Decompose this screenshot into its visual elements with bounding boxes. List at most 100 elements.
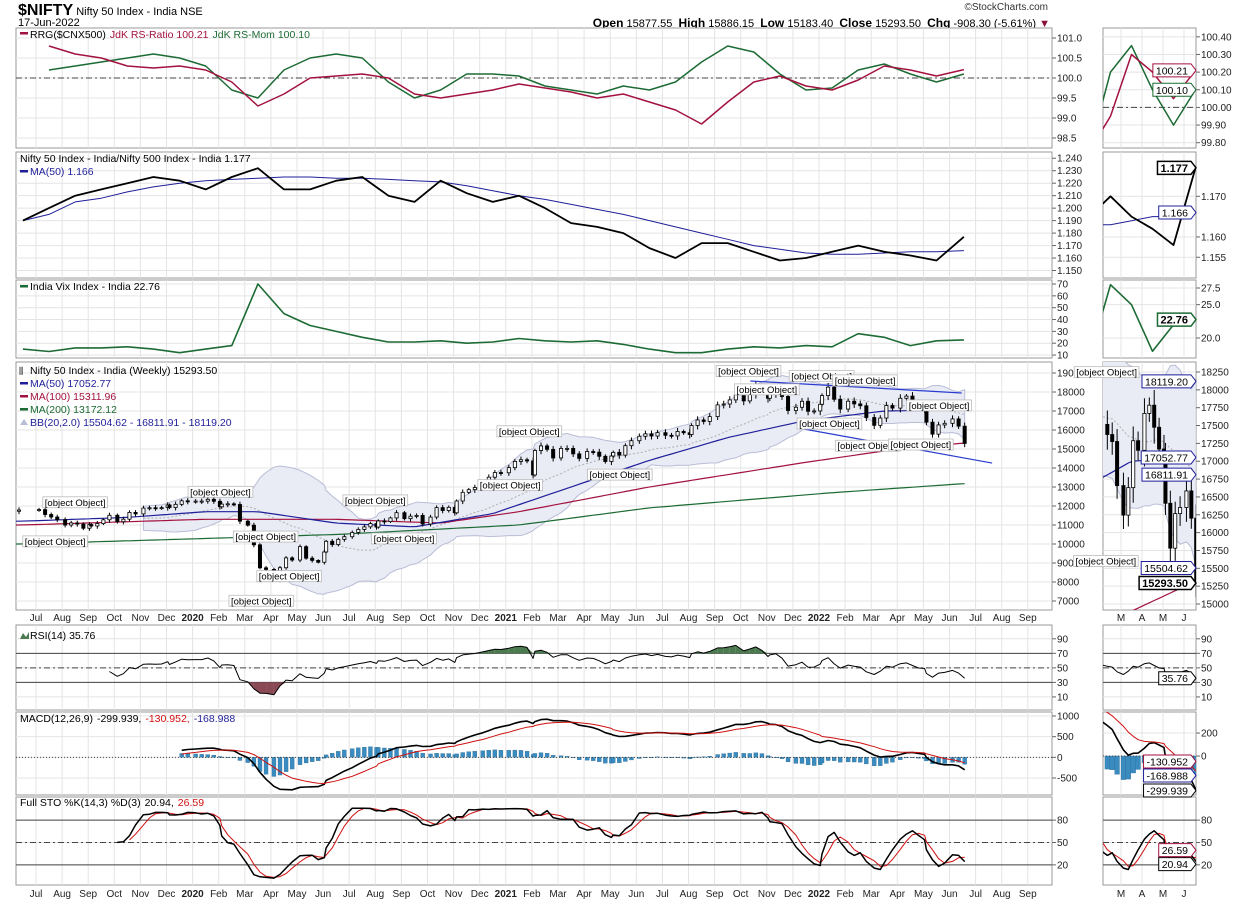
y-tick-label: 50 — [1057, 663, 1069, 674]
candle — [316, 559, 321, 564]
high-value: 15886.15 — [708, 18, 755, 30]
candle — [689, 423, 694, 437]
macd-histogram-bar — [518, 750, 524, 758]
y-tick-label: 101.0 — [1057, 34, 1082, 45]
candle-body — [408, 515, 413, 520]
mini-candle — [1136, 431, 1141, 461]
candle — [695, 416, 700, 430]
y-tick-label: 99.80 — [1201, 138, 1226, 149]
x-month-label: Oct — [420, 889, 436, 900]
candle-body — [603, 455, 608, 462]
y-tick-label: 50 — [1201, 663, 1213, 674]
candle — [69, 520, 74, 528]
price-label-box — [256, 570, 322, 583]
candle-body — [237, 504, 242, 522]
legend-swatch — [20, 32, 28, 35]
macd-histogram-bar — [524, 751, 530, 758]
price-annotation: [object Object] — [837, 441, 898, 452]
price-label-box — [906, 399, 972, 412]
macd-histogram-bar — [289, 757, 295, 770]
candle-body — [382, 520, 387, 523]
candle — [950, 415, 955, 428]
candle — [518, 456, 523, 465]
candle — [205, 496, 210, 504]
candle — [838, 395, 843, 414]
y-tick-label: 60 — [1057, 291, 1069, 302]
candle — [402, 510, 407, 521]
price-label-box — [477, 479, 543, 492]
x-month-label: Feb — [210, 889, 228, 900]
legend-text: RSI(14) 35.76 — [30, 630, 96, 642]
x-month-label: Aug — [993, 889, 1011, 900]
candle-body — [1147, 404, 1152, 414]
candle — [898, 394, 903, 413]
candle-body — [727, 399, 732, 405]
candle-body — [95, 523, 100, 527]
x-month-label: Dec — [784, 613, 802, 624]
y-tick-label: 99.0 — [1057, 114, 1077, 125]
y-tick-label: 18000 — [1057, 388, 1085, 399]
macd-histogram-bar — [898, 757, 903, 760]
candle — [440, 505, 445, 514]
candle-body — [577, 453, 582, 459]
macd-histogram-bar — [237, 757, 243, 761]
candle — [368, 521, 373, 529]
mini-candle — [1178, 496, 1183, 526]
candle-body — [721, 403, 726, 406]
price-label-box — [371, 532, 437, 545]
candle-body — [414, 514, 419, 517]
candle — [350, 530, 355, 539]
candle — [492, 470, 497, 480]
legend-text: 26.59 — [178, 797, 204, 809]
candle-body — [342, 536, 347, 540]
candle — [394, 510, 399, 521]
macd-histogram-bar — [884, 757, 889, 764]
candle-body — [956, 418, 961, 427]
candle — [49, 512, 54, 520]
y-tick-label: 13000 — [1057, 482, 1085, 493]
x-month-label: Mar — [549, 889, 567, 900]
macd-histogram-bar — [466, 751, 471, 758]
mini-macd-histogram-bar — [1130, 755, 1136, 774]
candle-body — [446, 506, 451, 511]
x-month-label: May — [288, 613, 307, 624]
legend-text: 20.94, — [145, 797, 174, 809]
symbol-title: $NIFTY Nifty 50 Index - India NSE — [18, 2, 203, 20]
macd-histogram-bar — [805, 757, 811, 766]
symbol: $NIFTY — [18, 2, 74, 19]
x-month-label: Jun — [628, 613, 644, 624]
candle-body — [362, 526, 367, 530]
x-month-label: Oct — [420, 613, 436, 624]
value-tag — [1143, 768, 1197, 783]
mini-relative-ratio-line — [1103, 167, 1196, 247]
x-month-label: Feb — [210, 613, 228, 624]
candle — [603, 454, 608, 464]
price-label-box — [796, 417, 863, 430]
candle — [356, 527, 361, 535]
value-tag — [1156, 160, 1197, 176]
y-tick-label: 14000 — [1057, 464, 1085, 475]
value-tag-label: 22.76 — [1160, 315, 1188, 327]
y-tick-label: 1.180 — [1057, 229, 1082, 240]
mini-macd-histogram-bar — [1120, 755, 1126, 780]
trendline — [750, 380, 962, 394]
price-annotation: [object Object] — [1076, 368, 1137, 379]
price-annotation: [object Object] — [25, 537, 86, 548]
candle-body — [310, 557, 315, 561]
candle-body — [330, 540, 335, 545]
macd-histogram-bar — [577, 757, 582, 760]
y-tick-label: 50 — [1201, 838, 1213, 849]
macd-histogram-bar — [342, 749, 347, 758]
candle — [539, 442, 544, 455]
y-tick-label: 15000 — [1201, 600, 1229, 611]
value-tag-label: 35.76 — [1162, 673, 1188, 685]
candle — [55, 514, 60, 523]
candle — [414, 513, 419, 519]
close-label: Close — [839, 16, 873, 30]
x-month-label: Nov — [132, 889, 150, 900]
y-tick-label: 30 — [1057, 678, 1069, 689]
mini-candle — [1115, 429, 1120, 499]
candle-body — [81, 523, 86, 529]
panel-legend: MA(200) 13172.12 — [30, 404, 117, 416]
